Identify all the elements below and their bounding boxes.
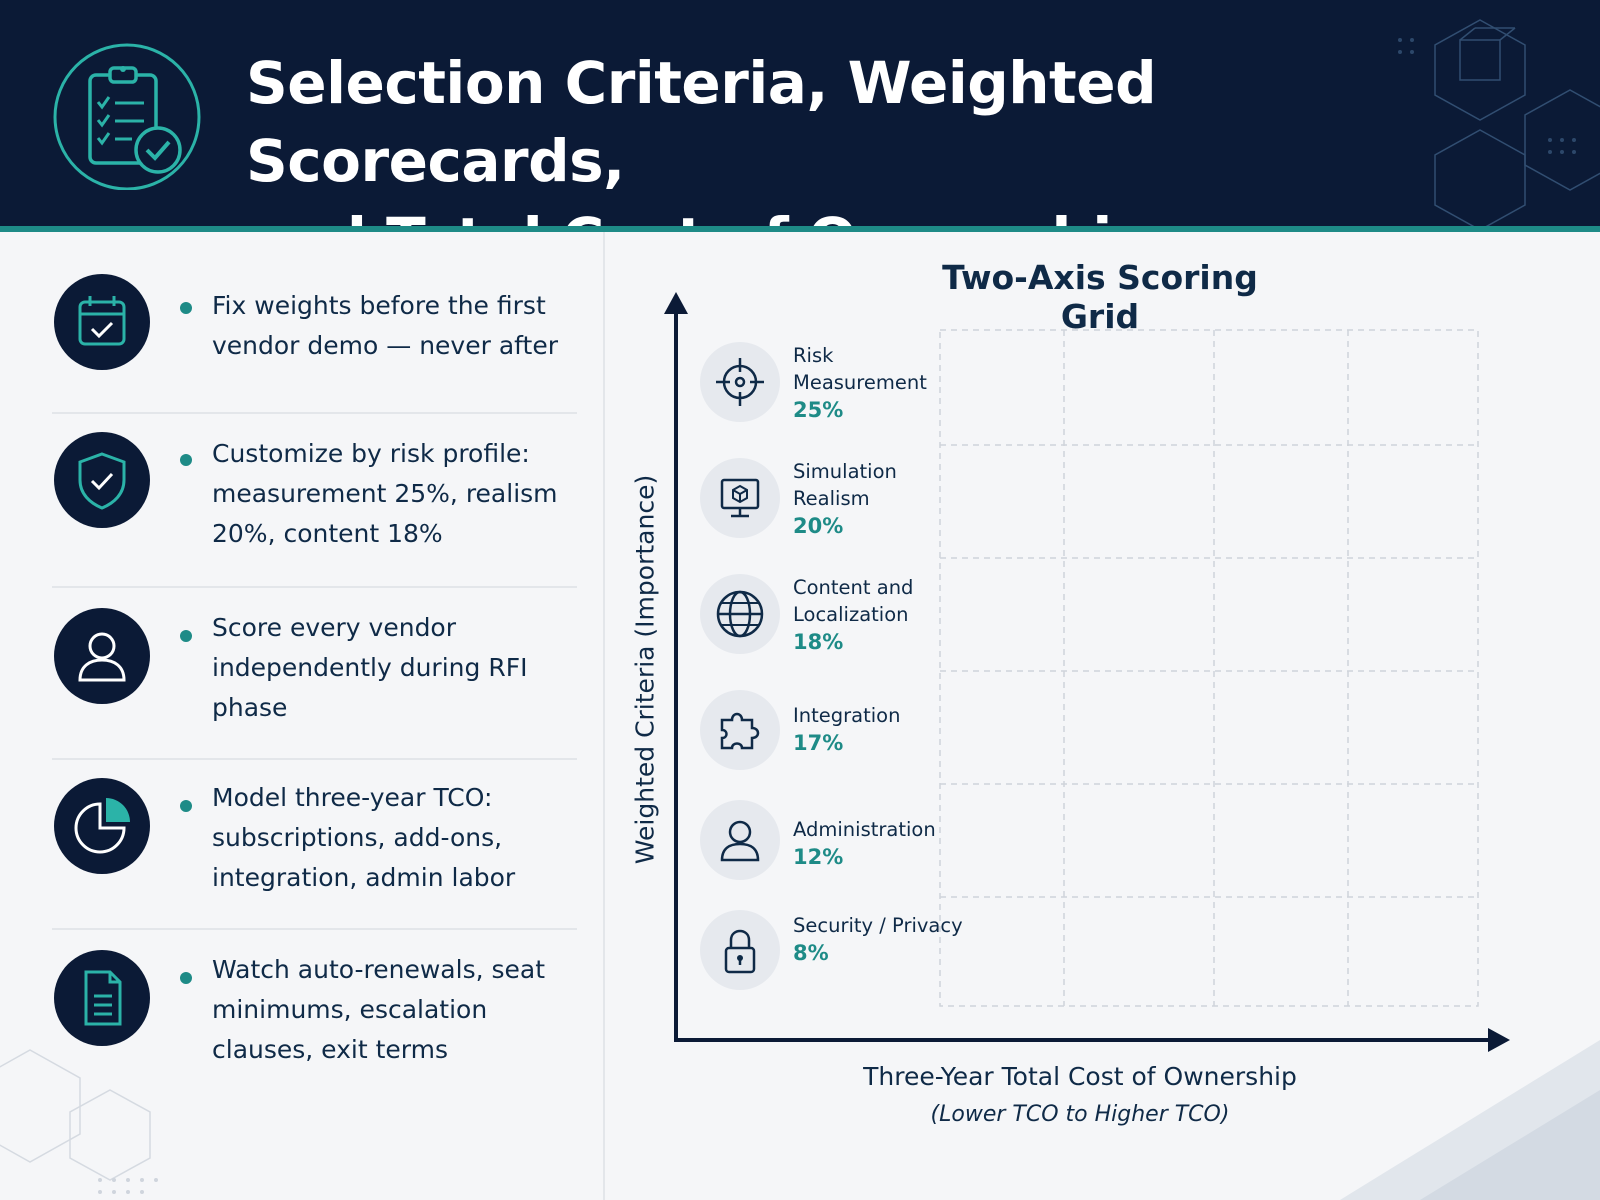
bullet-text: Watch auto-renewals, seat minimums, esca… [212,955,546,1064]
list-item: Customize by risk profile: measurement 2… [52,432,577,582]
lock-icon [700,910,780,990]
criterion-weight: 12% [793,845,844,869]
bullet-text: Fix weights before the first vendor demo… [212,291,558,360]
user-icon [54,608,150,704]
x-axis-arrow [1488,1028,1510,1052]
criterion-weight: 17% [793,731,844,755]
pie-chart-icon [54,778,150,874]
criterion-name: Administration [793,818,936,841]
criterion-name: Risk Measurement [793,344,927,394]
header-accent-line [0,226,1600,232]
chart-title: Two-Axis Scoring Grid [942,258,1258,336]
criterion-name: Integration [793,704,901,727]
divider [52,586,577,588]
criterion-content-localization: Content and Localization 18% [700,574,960,664]
y-axis-arrow [664,292,688,314]
calendar-check-icon [54,274,150,370]
y-axis-label: Weighted Criteria (Importance) [630,474,660,865]
criterion-label: Simulation Realism 20% [793,458,973,541]
grid-lines [939,329,1479,1007]
criterion-label: Risk Measurement 25% [793,342,973,425]
criterion-label: Integration 17% [793,702,973,758]
corner-decoration [1420,1090,1600,1200]
criterion-weight: 18% [793,630,844,654]
bullet-text: Score every vendor independently during … [212,613,528,722]
shield-check-icon [54,432,150,528]
hexagon-decoration-icon [1398,19,1600,226]
criterion-risk-measurement: Risk Measurement 25% [700,342,960,432]
criterion-administration: Administration 12% [700,800,960,890]
puzzle-icon [700,690,780,770]
criterion-simulation-realism: Simulation Realism 20% [700,458,960,548]
header-banner: Selection Criteria, Weighted Scorecards,… [0,0,1600,226]
bullet-dot [180,630,192,642]
bullet-dot [180,302,192,314]
target-icon [700,342,780,422]
x-axis-sublabel: (Lower TCO to Higher TCO) [930,1102,1230,1127]
bullet-text: Customize by risk profile: measurement 2… [212,439,558,548]
criterion-weight: 25% [793,398,844,422]
list-item: Score every vendor independently during … [52,608,577,758]
bullet-text: Model three-year TCO: subscriptions, add… [212,783,516,892]
clipboard-check-icon [53,43,201,190]
criterion-integration: Integration 17% [700,690,960,780]
monitor-cube-icon [700,458,780,538]
title-line-1: Selection Criteria, Weighted Scorecards, [246,49,1157,195]
criterion-label: Security / Privacy 8% [793,912,973,968]
criterion-weight: 8% [793,941,829,965]
page-title: Selection Criteria, Weighted Scorecards,… [246,44,1406,226]
globe-icon [700,574,780,654]
x-axis-label: Three-Year Total Cost of Ownership [863,1062,1297,1091]
divider [52,928,577,930]
divider [52,758,577,760]
document-icon [54,950,150,1046]
criterion-name: Simulation Realism [793,460,897,510]
column-divider [603,232,605,1200]
criterion-label: Administration 12% [793,816,973,872]
criterion-label: Content and Localization 18% [793,574,973,657]
bullet-dot [180,972,192,984]
hexagon-decoration-icon [0,1049,158,1194]
bullet-dot [180,454,192,466]
bullet-dot [180,800,192,812]
criterion-security-privacy: Security / Privacy 8% [700,910,963,1000]
criterion-weight: 20% [793,514,844,538]
divider [52,412,577,414]
title-line-2: and Total Cost of Ownership [246,200,1406,226]
criterion-name: Security / Privacy [793,914,963,937]
list-item: Watch auto-renewals, seat minimums, esca… [52,950,577,1100]
list-item: Fix weights before the first vendor demo… [52,274,577,400]
list-item: Model three-year TCO: subscriptions, add… [52,778,577,928]
criterion-name: Content and Localization [793,576,914,626]
user-icon [700,800,780,880]
